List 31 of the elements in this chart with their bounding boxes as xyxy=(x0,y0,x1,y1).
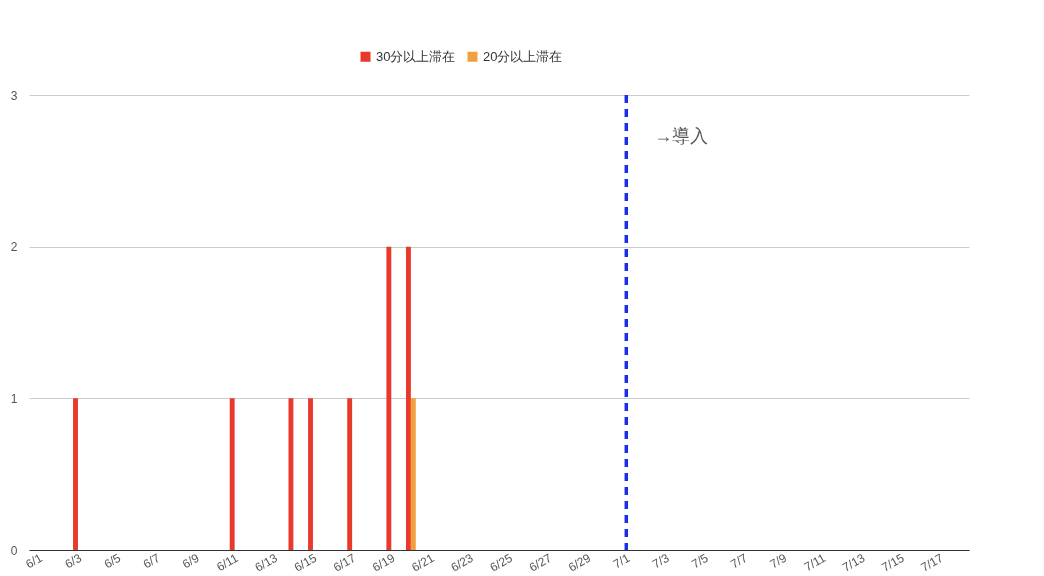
x-tick-label: 7/11 xyxy=(801,550,829,575)
y-tick-label: 3 xyxy=(10,88,18,103)
x-tick-label: 6/11 xyxy=(214,550,241,575)
x-tick-label: 6/27 xyxy=(526,550,555,575)
x-tick-label: 6/1 xyxy=(23,550,46,572)
x-tick-label: 6/25 xyxy=(487,550,516,575)
x-tick-label: 7/15 xyxy=(879,550,907,575)
x-tick-label: 6/5 xyxy=(101,550,124,572)
x-tick-label: 6/13 xyxy=(252,550,281,575)
x-tick-label: 6/29 xyxy=(565,550,594,575)
x-tick-label: 6/23 xyxy=(448,550,476,575)
legend-label: 30分以上滞在 xyxy=(376,48,456,64)
x-tick-label: 6/9 xyxy=(180,550,202,572)
x-tick-label: 6/19 xyxy=(370,550,398,575)
x-tick-label: 7/3 xyxy=(650,550,672,572)
x-tick-label: 7/1 xyxy=(610,550,633,572)
x-tick-label: 6/17 xyxy=(330,550,359,575)
y-tick-label: 1 xyxy=(10,391,18,406)
x-tick-label: 7/13 xyxy=(840,550,868,575)
legend-label: 20分以上滞在 xyxy=(483,48,563,64)
ref-line-label: →導入 xyxy=(654,126,709,146)
y-tick-label: 2 xyxy=(10,240,18,255)
x-tick-label: 7/5 xyxy=(689,550,711,572)
y-tick-label: 0 xyxy=(10,543,18,558)
x-tick-label: 6/21 xyxy=(409,550,437,575)
x-tick-label: 6/3 xyxy=(62,550,85,572)
x-tick-label: 7/17 xyxy=(918,550,946,575)
x-tick-label: 7/9 xyxy=(767,550,790,572)
x-tick-label: 7/7 xyxy=(728,550,751,572)
x-tick-label: 6/15 xyxy=(291,550,320,575)
x-tick-label: 6/7 xyxy=(140,550,163,572)
